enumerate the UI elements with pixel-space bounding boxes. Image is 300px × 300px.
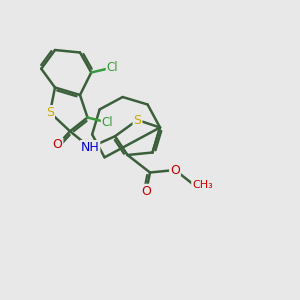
Text: S: S [134,113,142,127]
Text: Cl: Cl [107,61,118,74]
Text: O: O [170,164,180,176]
Text: S: S [46,106,54,119]
Text: O: O [52,139,62,152]
Text: O: O [141,185,151,198]
Text: CH₃: CH₃ [192,180,213,190]
Text: Cl: Cl [102,116,113,129]
Text: NH: NH [81,141,99,154]
